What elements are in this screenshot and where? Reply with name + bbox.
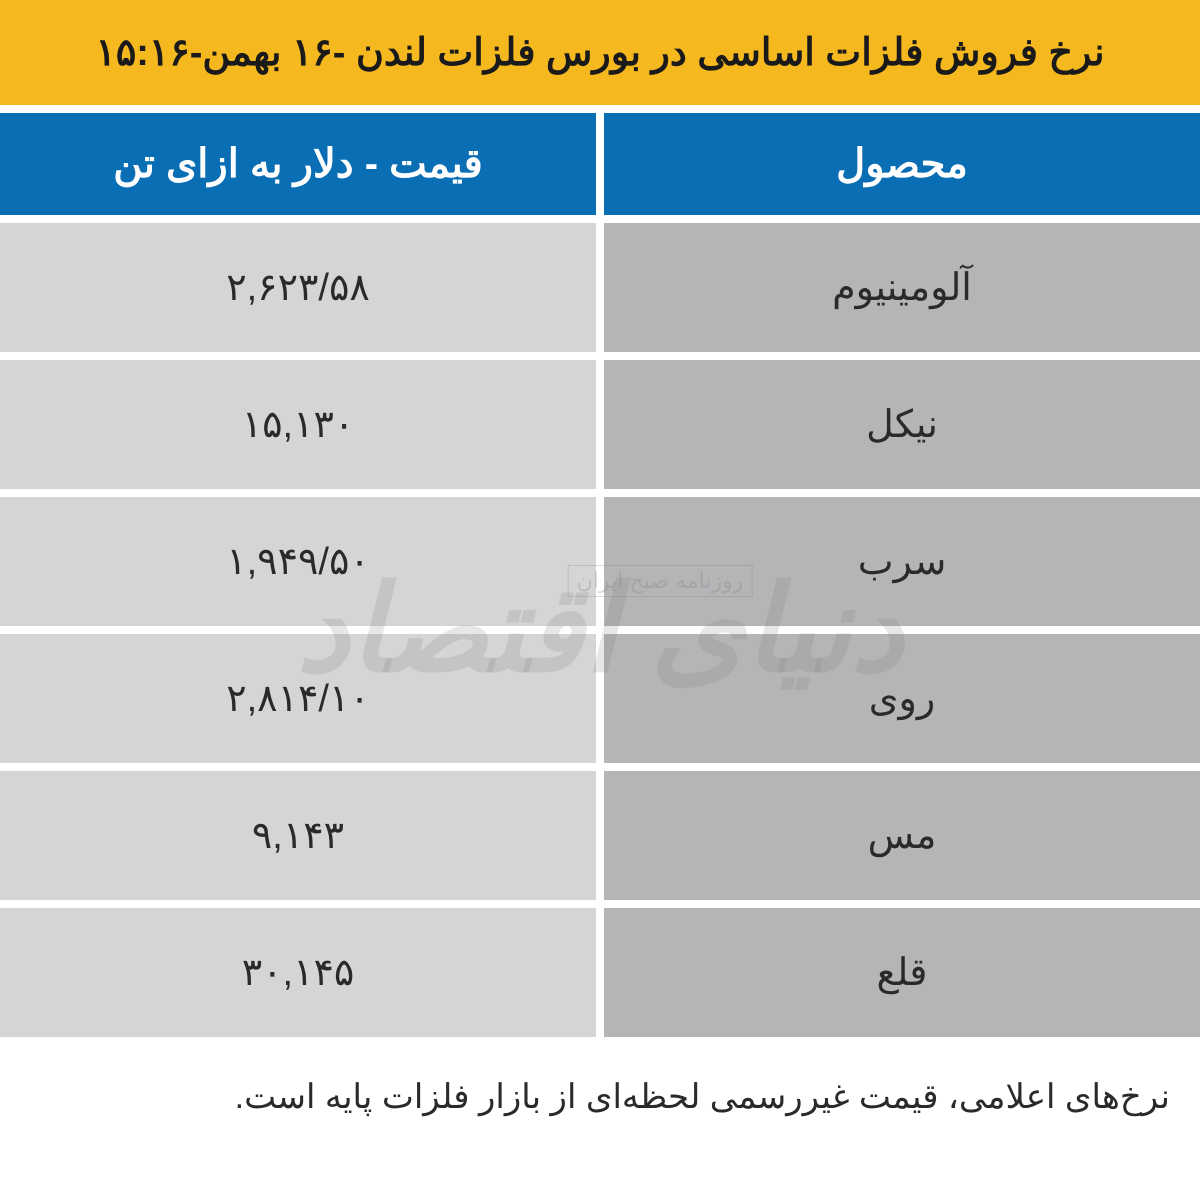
cell-price: ۱۵,۱۳۰ [0, 360, 596, 489]
table-row: آلومینیوم ۲,۶۲۳/۵۸ [0, 223, 1200, 352]
cell-product: سرب [604, 497, 1200, 626]
column-header-product: محصول [604, 113, 1200, 215]
cell-price: ۲,۸۱۴/۱۰ [0, 634, 596, 763]
cell-price: ۹,۱۴۳ [0, 771, 596, 900]
cell-product: آلومینیوم [604, 223, 1200, 352]
cell-price: ۲,۶۲۳/۵۸ [0, 223, 596, 352]
cell-price: ۱,۹۴۹/۵۰ [0, 497, 596, 626]
cell-product: مس [604, 771, 1200, 900]
table-row: قلع ۳۰,۱۴۵ [0, 908, 1200, 1037]
column-header-price: قیمت - دلار به ازای تن [0, 113, 596, 215]
table-footer-note: نرخ‌های اعلامی، قیمت غیررسمی لحظه‌ای از … [0, 1037, 1200, 1147]
cell-product: قلع [604, 908, 1200, 1037]
table-row: روی ۲,۸۱۴/۱۰ [0, 634, 1200, 763]
cell-product: روی [604, 634, 1200, 763]
cell-price: ۳۰,۱۴۵ [0, 908, 596, 1037]
metals-price-table: نرخ فروش فلزات اساسی در بورس فلزات لندن … [0, 0, 1200, 1200]
table-row: سرب ۱,۹۴۹/۵۰ [0, 497, 1200, 626]
table-row: مس ۹,۱۴۳ [0, 771, 1200, 900]
table-row: نیکل ۱۵,۱۳۰ [0, 360, 1200, 489]
table-title: نرخ فروش فلزات اساسی در بورس فلزات لندن … [0, 0, 1200, 105]
table-header-row: محصول قیمت - دلار به ازای تن [0, 113, 1200, 215]
cell-product: نیکل [604, 360, 1200, 489]
table-body: دنیای اقتصاد روزنامه صبح ایران آلومینیوم… [0, 223, 1200, 1037]
